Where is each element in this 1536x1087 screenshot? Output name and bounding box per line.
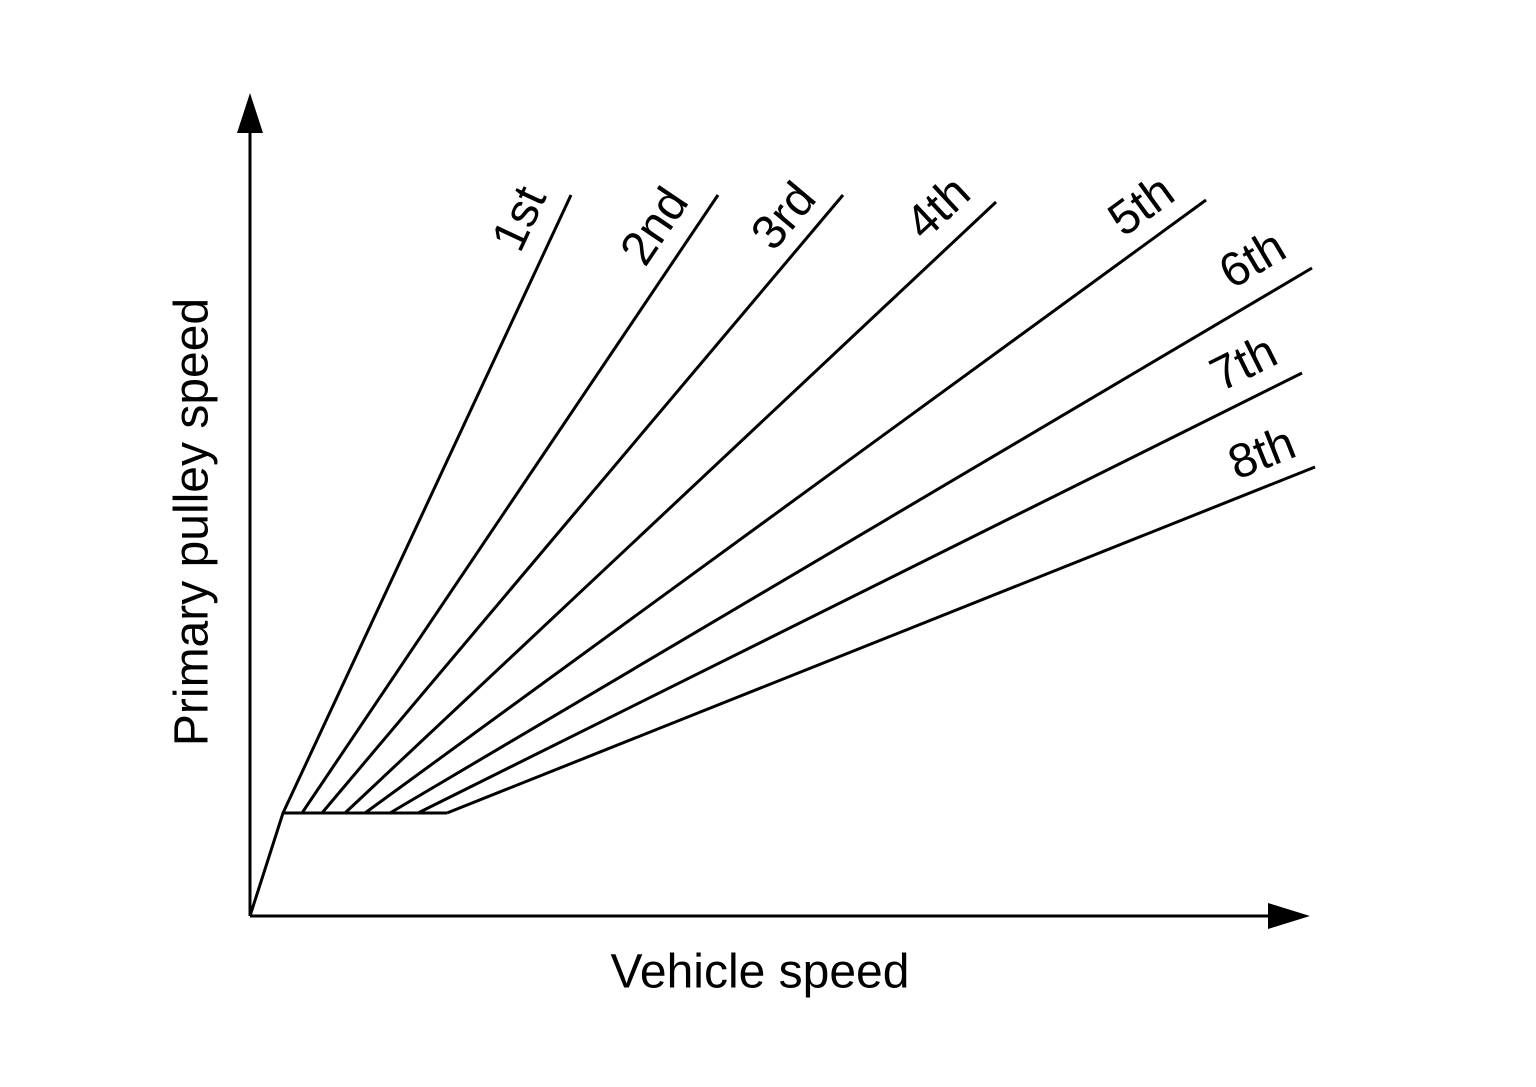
gear-label: 6th	[1210, 220, 1294, 300]
gear-line	[417, 371, 1303, 815]
gear-label: 5th	[1099, 165, 1184, 247]
x-axis-arrow	[1268, 903, 1310, 929]
gear-line	[446, 465, 1316, 815]
gear-line	[300, 194, 720, 814]
gear-label: 4th	[896, 166, 981, 250]
launch-line	[248, 811, 447, 917]
gear-label: 2nd	[610, 178, 699, 274]
gear-line	[320, 194, 845, 814]
y-axis-label: Primary pulley speed	[166, 298, 219, 746]
x-axis-label: Vehicle speed	[611, 946, 910, 999]
y-axis-arrow	[237, 93, 263, 133]
gear-line	[281, 194, 573, 814]
gear-line	[364, 198, 1207, 815]
gear-label: 8th	[1221, 416, 1303, 490]
gear-label: 7th	[1202, 325, 1285, 402]
gear-line	[343, 200, 998, 815]
gear-label: 3rd	[741, 173, 826, 260]
gear-line	[389, 266, 1313, 815]
